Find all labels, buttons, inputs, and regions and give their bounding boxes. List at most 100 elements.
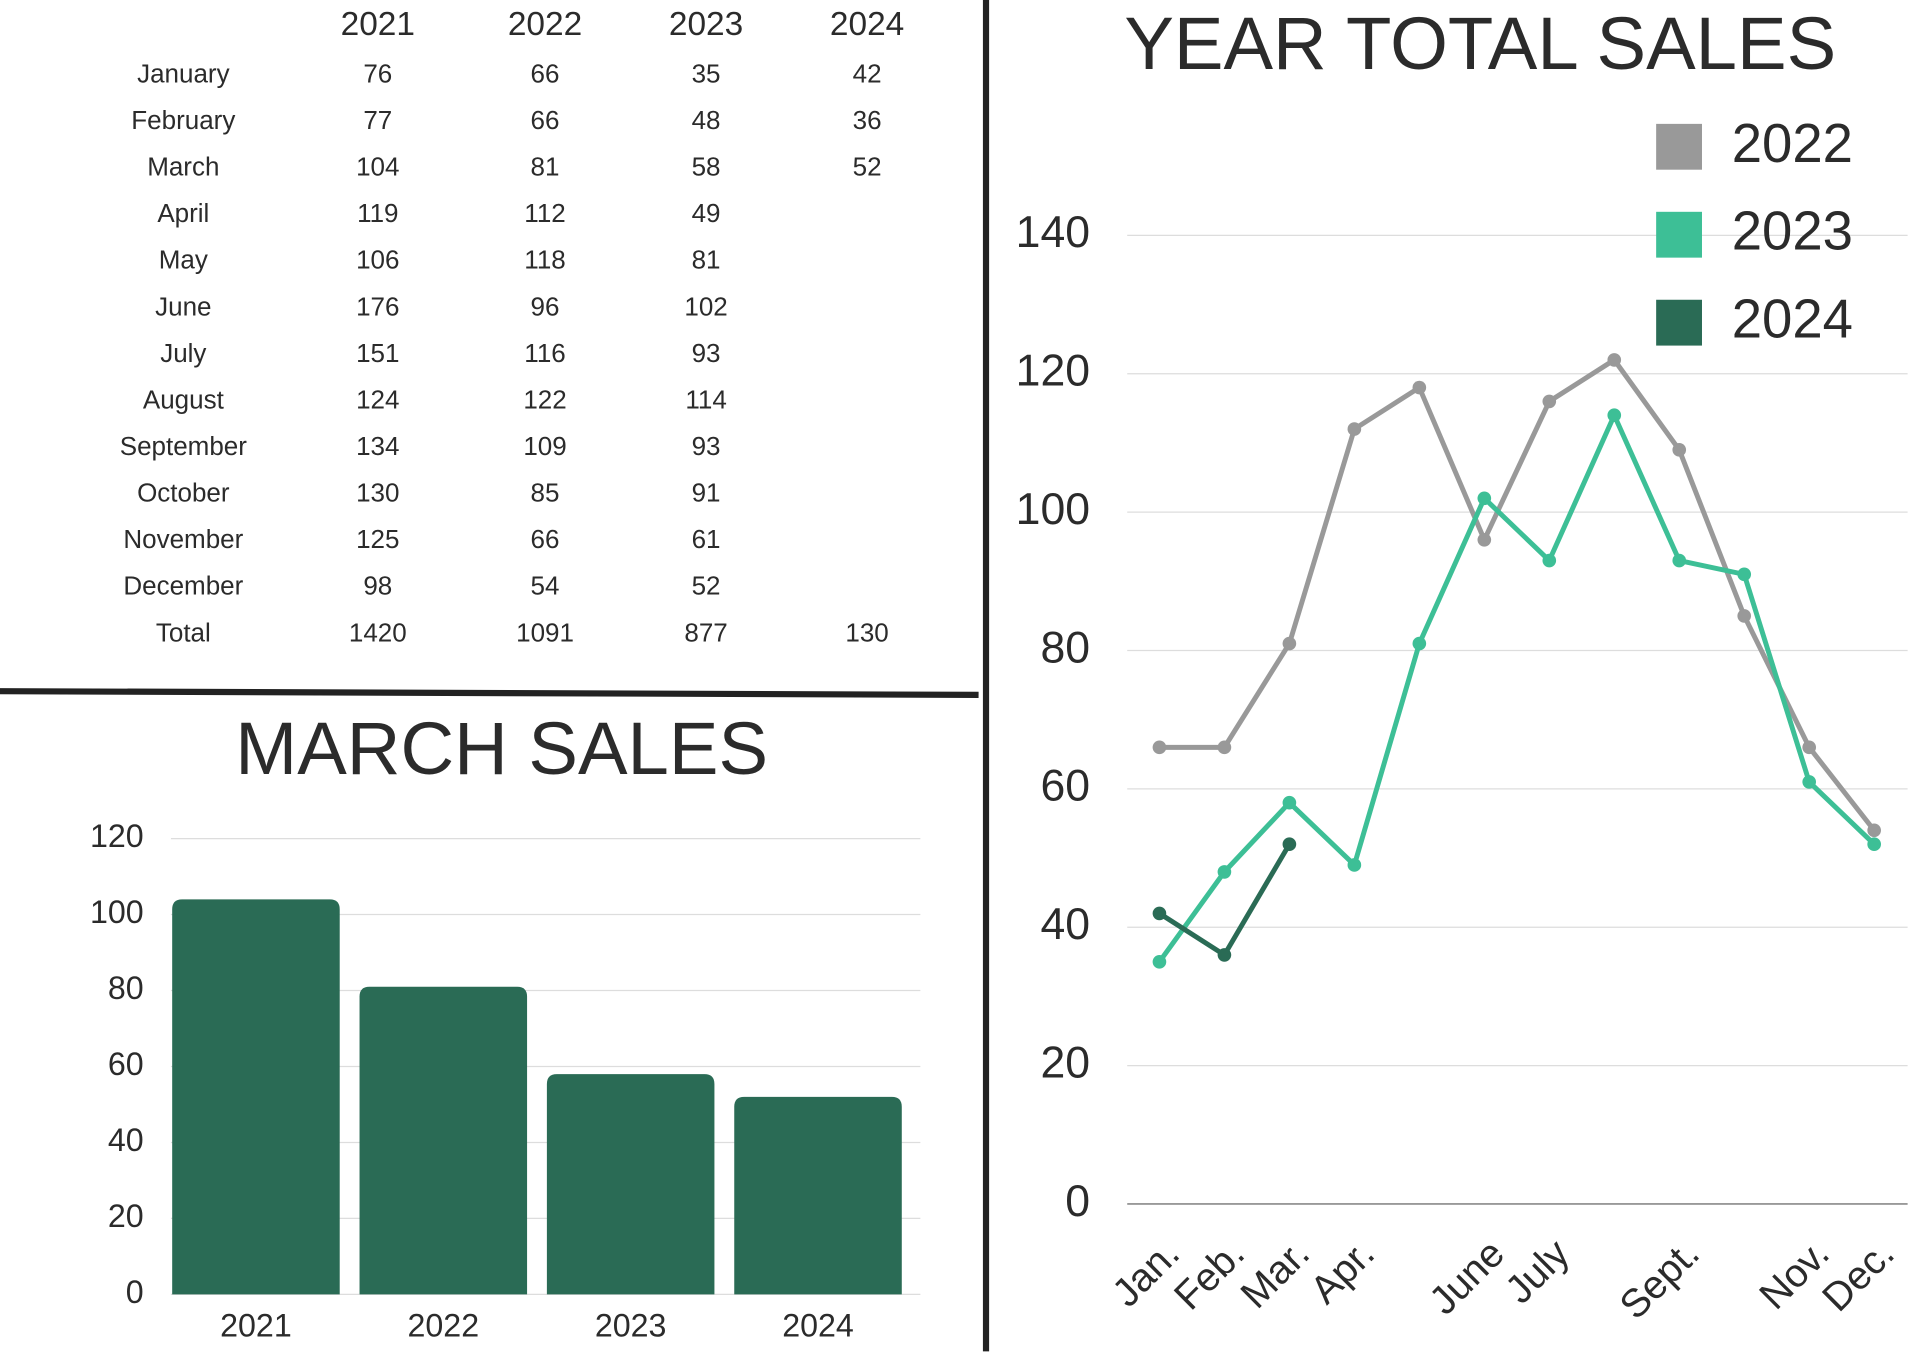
y-tick-label: 140 (1016, 208, 1090, 257)
table-cell: 151 (356, 338, 399, 368)
data-point (1217, 740, 1232, 755)
table-cell: 66 (531, 524, 560, 554)
data-point (1412, 380, 1427, 395)
legend-label: 2022 (1732, 113, 1853, 174)
row-label: March (147, 152, 219, 182)
table-cell: 93 (692, 431, 721, 461)
row-label: December (123, 571, 243, 601)
series-line (1157, 412, 1876, 964)
row-label: September (120, 431, 248, 461)
data-point (1477, 491, 1492, 506)
table-cell: 134 (356, 431, 399, 461)
y-tick-label: 80 (108, 970, 144, 1006)
y-tick-label: 20 (1040, 1038, 1090, 1087)
table-cell: 54 (531, 571, 560, 601)
y-tick-label: 80 (1040, 623, 1090, 672)
table-cell: 122 (523, 384, 566, 414)
table-cell: 85 (531, 478, 560, 508)
x-tick-label: Apr. (1302, 1231, 1383, 1312)
table-cell: 66 (531, 58, 560, 88)
column-header: 2023 (669, 6, 743, 43)
table-cell: 58 (692, 152, 721, 182)
x-tick-label: Sept. (1611, 1231, 1708, 1328)
legend-label: 2023 (1732, 201, 1853, 262)
table-cell: 96 (531, 291, 560, 321)
x-tick-label: 2022 (407, 1307, 479, 1343)
bar (734, 1096, 902, 1295)
data-point (1217, 948, 1232, 962)
y-tick-label: 20 (108, 1198, 144, 1234)
data-point (1477, 532, 1492, 547)
data-point (1672, 443, 1687, 457)
table-cell: 35 (692, 58, 721, 88)
row-label: November (123, 524, 243, 554)
table-cell: 877 (684, 617, 727, 647)
table-cell: 77 (363, 105, 392, 135)
table-cell: 48 (692, 105, 721, 135)
chart-title: MARCH SALES (235, 707, 768, 790)
data-point (1282, 837, 1297, 852)
data-point (1737, 567, 1752, 582)
x-tick-label: 2021 (220, 1307, 292, 1343)
table-cell: 118 (524, 245, 565, 275)
y-tick-label: 0 (126, 1274, 144, 1310)
row-label: Total (156, 617, 211, 647)
y-tick-label: 120 (1016, 347, 1090, 396)
table-cell: 36 (853, 105, 882, 135)
table-cell: 76 (363, 58, 392, 88)
table-cell: 52 (692, 571, 721, 601)
data-point (1347, 422, 1362, 436)
table-cell: 49 (692, 198, 721, 228)
x-tick-label: Mar. (1232, 1231, 1318, 1317)
table-cell: 81 (531, 152, 560, 182)
data-point (1152, 740, 1167, 755)
data-point (1217, 865, 1232, 879)
row-label: July (160, 338, 206, 368)
table-cell: 176 (356, 291, 399, 321)
legend-swatch (1656, 123, 1702, 170)
y-tick-label: 0 (1065, 1177, 1090, 1226)
table-cell: 116 (524, 338, 565, 368)
data-point (1607, 353, 1622, 367)
y-tick-label: 60 (108, 1046, 144, 1082)
row-label: May (159, 245, 208, 275)
table-cell: 124 (356, 384, 399, 414)
x-tick-label: July (1497, 1231, 1578, 1312)
data-point (1802, 775, 1817, 789)
y-tick-label: 120 (90, 818, 144, 854)
data-point (1867, 823, 1881, 838)
table-cell: 130 (356, 478, 399, 508)
x-tick-label: 2024 (782, 1307, 854, 1343)
x-tick-label: 2023 (595, 1307, 667, 1343)
table-cell: 91 (692, 478, 721, 508)
data-point (1152, 955, 1167, 969)
row-label: April (157, 198, 209, 228)
bar (546, 1074, 715, 1295)
table-cell: 104 (356, 152, 399, 182)
table-cell: 52 (853, 152, 882, 182)
row-label: October (137, 478, 230, 508)
y-tick-label: 60 (1040, 762, 1090, 811)
table-cell: 81 (692, 245, 721, 275)
table-cell: 98 (363, 571, 392, 601)
chart-title: YEAR TOTAL SALES (1124, 2, 1836, 85)
table-cell: 130 (845, 617, 888, 647)
row-label: June (155, 291, 211, 321)
table-cell: 109 (523, 431, 566, 461)
column-header: 2021 (341, 6, 415, 43)
y-tick-label: 40 (108, 1122, 144, 1158)
data-point (1542, 394, 1557, 409)
column-header: 2024 (830, 6, 904, 43)
table-cell: 93 (692, 338, 721, 368)
data-point (1542, 553, 1557, 568)
row-label: January (137, 58, 230, 88)
data-point (1802, 740, 1817, 755)
table-cell: 112 (524, 198, 565, 228)
x-tick-label: Jan. (1104, 1231, 1188, 1315)
legend-swatch (1656, 211, 1702, 258)
data-point (1607, 408, 1622, 423)
series-line (1159, 357, 1877, 832)
row-label: August (143, 384, 225, 414)
table-cell: 114 (685, 384, 726, 414)
y-tick-label: 100 (1016, 485, 1090, 534)
